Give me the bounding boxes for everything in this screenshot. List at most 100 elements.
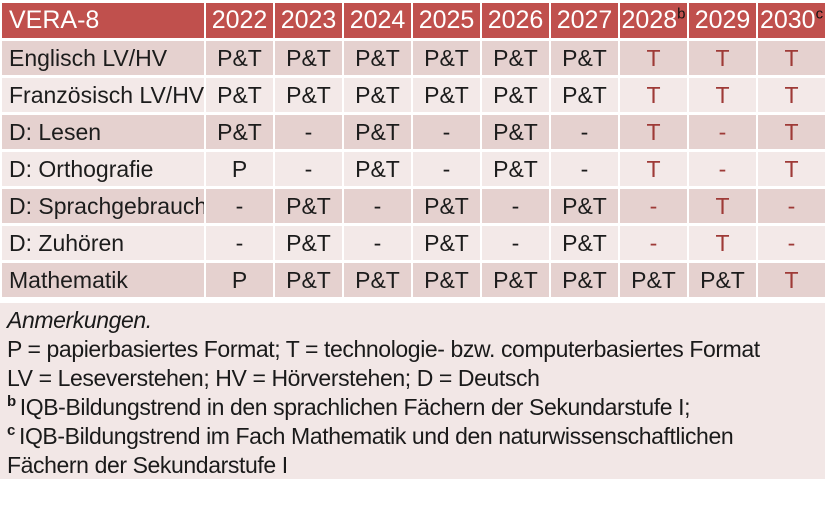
cell-2024: - — [342, 223, 413, 263]
row-label: Englisch LV/HV — [0, 38, 206, 78]
note-abbreviation-legend: LV = Leseverstehen; HV = Hörverstehen; D… — [7, 365, 540, 391]
table-row-d-lesen: D: Lesen P&T - P&T - P&T - T - T — [0, 112, 825, 152]
year-label: 2025 — [418, 6, 475, 34]
cell-2026: P&T — [480, 75, 551, 115]
year-label: 2028 — [621, 6, 678, 34]
table-row-franzoesisch: Französisch LV/HV P&T P&T P&T P&T P&T P&… — [0, 75, 825, 115]
cell-2029: T — [687, 186, 758, 226]
table-row-d-zuhoeren: D: Zuhören - P&T - P&T - P&T - T - — [0, 223, 825, 263]
notes-title: Anmerkungen. — [7, 307, 152, 333]
row-label: Französisch LV/HV — [0, 75, 206, 115]
cell-2030: T — [756, 112, 825, 152]
cell-2027: P&T — [549, 223, 620, 263]
vera8-schedule-table: VERA-8 2022 2023 2024 2025 2026 2027 202… — [0, 0, 825, 300]
cell-2026: - — [480, 186, 551, 226]
cell-2029: - — [687, 149, 758, 189]
cell-2030: T — [756, 149, 825, 189]
cell-2022: - — [204, 223, 275, 263]
table-row-mathematik: Mathematik P P&T P&T P&T P&T P&T P&T P&T… — [0, 260, 825, 300]
table-row-d-orthografie: D: Orthografie P - P&T - P&T - T - T — [0, 149, 825, 189]
cell-2028: - — [618, 186, 689, 226]
cell-2027: - — [549, 149, 620, 189]
cell-2030: T — [756, 75, 825, 115]
year-label: 2022 — [211, 6, 268, 34]
note-b-text: IQB-Bildungstrend in den sprachlichen Fä… — [19, 394, 691, 420]
notes-section: Anmerkungen. P = papierbasiertes Format;… — [0, 303, 825, 479]
cell-2022: P — [204, 260, 275, 300]
cell-2022: P&T — [204, 112, 275, 152]
year-header-2029: 2029 — [687, 0, 758, 41]
cell-2030: T — [756, 260, 825, 300]
cell-2026: P&T — [480, 112, 551, 152]
row-label: Mathematik — [0, 260, 206, 300]
year-header-2027: 2027 — [549, 0, 620, 41]
cell-2023: - — [273, 149, 344, 189]
cell-2022: P&T — [204, 38, 275, 78]
year-header-2024: 2024 — [342, 0, 413, 41]
year-label: 2027 — [556, 6, 613, 34]
cell-2022: P — [204, 149, 275, 189]
cell-2025: P&T — [411, 38, 482, 78]
cell-2028: T — [618, 38, 689, 78]
year-header-2030: 2030c — [756, 0, 825, 41]
note-c: c IQB-Bildungstrend im Fach Mathematik un… — [7, 422, 815, 480]
cell-2028: T — [618, 112, 689, 152]
cell-2027: - — [549, 112, 620, 152]
cell-2028: P&T — [618, 260, 689, 300]
cell-2029: T — [687, 223, 758, 263]
row-label: D: Lesen — [0, 112, 206, 152]
cell-2028: T — [618, 75, 689, 115]
cell-2029: - — [687, 112, 758, 152]
cell-2029: T — [687, 38, 758, 78]
year-label: 2029 — [694, 6, 751, 34]
cell-2024: P&T — [342, 112, 413, 152]
cell-2025: P&T — [411, 186, 482, 226]
cell-2025: - — [411, 112, 482, 152]
note-format-legend: P = papierbasiertes Format; T = technolo… — [7, 336, 760, 362]
cell-2023: P&T — [273, 223, 344, 263]
cell-2023: - — [273, 112, 344, 152]
cell-2024: P&T — [342, 260, 413, 300]
row-label: D: Orthografie — [0, 149, 206, 189]
cell-2027: P&T — [549, 38, 620, 78]
cell-2022: P&T — [204, 75, 275, 115]
note-c-superscript: c — [7, 422, 15, 440]
table-row-d-sprachgebrauch: D: Sprachgebrauch - P&T - P&T - P&T - T … — [0, 186, 825, 226]
cell-2026: P&T — [480, 38, 551, 78]
year-label: 2026 — [487, 6, 544, 34]
cell-2025: P&T — [411, 223, 482, 263]
cell-2026: P&T — [480, 149, 551, 189]
year-superscript-b: b — [677, 5, 686, 23]
cell-2024: - — [342, 186, 413, 226]
year-header-2025: 2025 — [411, 0, 482, 41]
table-title-cell: VERA-8 — [0, 0, 206, 41]
cell-2029: T — [687, 75, 758, 115]
header-row: VERA-8 2022 2023 2024 2025 2026 2027 202… — [0, 0, 825, 41]
note-c-text: IQB-Bildungstrend im Fach Mathematik und… — [7, 423, 734, 478]
cell-2023: P&T — [273, 75, 344, 115]
cell-2023: P&T — [273, 38, 344, 78]
cell-2028: T — [618, 149, 689, 189]
cell-2025: P&T — [411, 75, 482, 115]
year-header-2028: 2028b — [618, 0, 689, 41]
cell-2025: - — [411, 149, 482, 189]
note-b-superscript: b — [7, 393, 16, 411]
year-label: 2024 — [349, 6, 406, 34]
cell-2027: P&T — [549, 186, 620, 226]
year-header-2023: 2023 — [273, 0, 344, 41]
cell-2024: P&T — [342, 75, 413, 115]
cell-2024: P&T — [342, 38, 413, 78]
cell-2023: P&T — [273, 260, 344, 300]
cell-2025: P&T — [411, 260, 482, 300]
cell-2029: P&T — [687, 260, 758, 300]
cell-2023: P&T — [273, 186, 344, 226]
cell-2030: T — [756, 38, 825, 78]
note-b: b IQB-Bildungstrend in den sprachlichen F… — [7, 393, 815, 422]
year-label: 2030 — [759, 6, 816, 34]
cell-2027: P&T — [549, 75, 620, 115]
cell-2030: - — [756, 186, 825, 226]
cell-2024: P&T — [342, 149, 413, 189]
cell-2030: - — [756, 223, 825, 263]
cell-2026: - — [480, 223, 551, 263]
